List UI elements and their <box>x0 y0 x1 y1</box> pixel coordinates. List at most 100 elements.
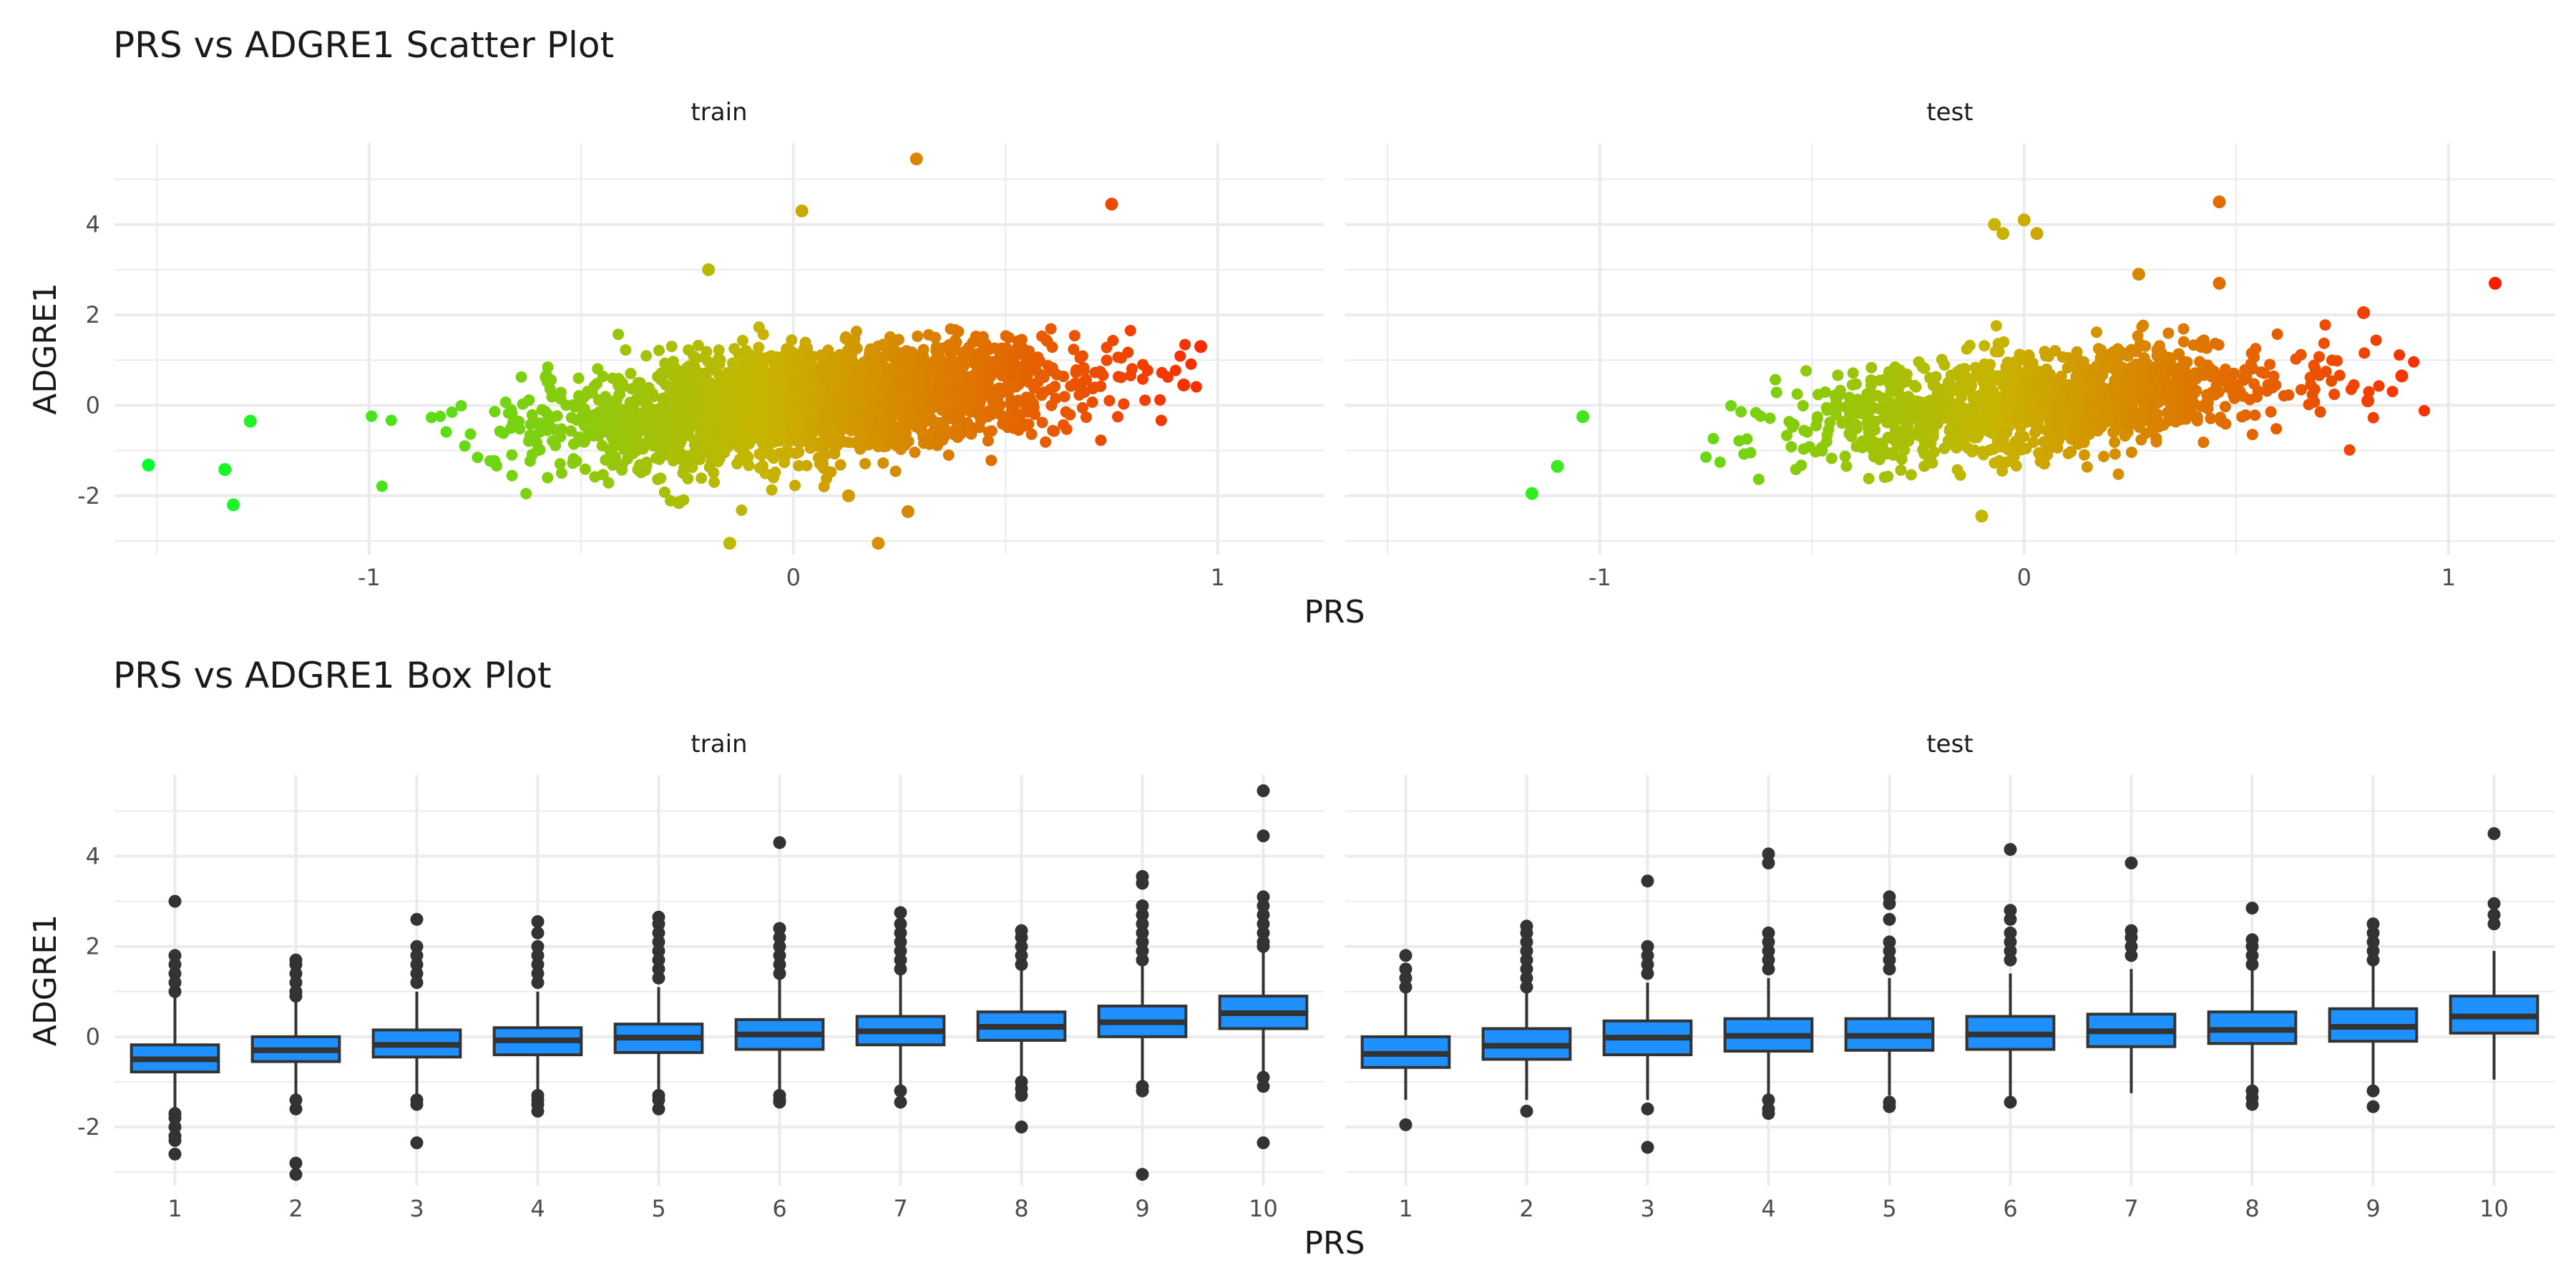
scatter-point <box>1105 197 1118 211</box>
scatter-point <box>1878 471 1890 483</box>
scatter-point <box>623 412 635 424</box>
scatter-point <box>2219 401 2231 413</box>
scatter-point <box>506 449 518 461</box>
scatter-point <box>683 393 696 405</box>
scatter-point <box>1976 446 1989 458</box>
scatter-point <box>820 405 832 417</box>
scatter-point <box>1156 366 1168 379</box>
scatter-point <box>2112 468 2124 480</box>
scatter-point <box>669 380 681 392</box>
scatter-point <box>834 459 847 471</box>
scatter-point <box>565 425 577 437</box>
scatter-point <box>611 394 623 406</box>
scatter-point <box>2197 436 2210 449</box>
scatter-point <box>2066 391 2078 403</box>
scatter-point <box>767 452 779 464</box>
scatter-point <box>1139 394 1151 406</box>
y-tick-label: 0 <box>86 1023 100 1050</box>
scatter-point <box>1956 382 1968 394</box>
scatter-point <box>981 368 993 380</box>
scatter-point <box>1020 396 1033 408</box>
scatter-point <box>1901 369 1913 381</box>
outlier-point <box>1015 957 1028 971</box>
scatter-point <box>1850 378 1862 390</box>
scatter-point <box>940 377 952 389</box>
scatter-point <box>814 437 826 449</box>
box-7 <box>2086 857 2177 1093</box>
scatter-point <box>1910 381 1922 393</box>
scatter-point <box>789 405 801 417</box>
scatter-point <box>2173 348 2185 360</box>
outlier-point <box>531 1104 545 1118</box>
scatter-point <box>912 330 924 342</box>
scatter-point <box>723 537 736 550</box>
scatter-point <box>975 348 987 361</box>
scatter-point <box>657 443 669 455</box>
outlier-point <box>1399 971 1413 985</box>
scatter-point <box>2057 429 2069 441</box>
y-axis-title: ADGRE1 <box>27 914 64 1046</box>
scatter-point <box>1865 374 1877 386</box>
scatter-point <box>1879 392 1891 404</box>
scatter-point <box>872 441 884 453</box>
scatter-point <box>712 455 724 467</box>
scatter-point <box>720 403 732 415</box>
scatter-point <box>2162 327 2175 339</box>
scatter-point <box>1087 383 1099 395</box>
scatter-point <box>680 450 692 462</box>
scatter-point <box>2343 444 2356 456</box>
scatter-point <box>2078 436 2090 449</box>
scatter-point <box>2318 337 2330 349</box>
scatter-point <box>2096 415 2108 427</box>
outlier-point <box>410 940 424 953</box>
scatter-point <box>1023 418 1035 430</box>
scatter-point <box>494 425 506 437</box>
scatter-point <box>1752 473 1765 485</box>
scatter-point <box>2109 436 2121 448</box>
scatter-point <box>2138 352 2150 364</box>
scatter-point <box>2488 276 2502 290</box>
scatter-point <box>2023 349 2035 361</box>
outlier-point <box>1762 962 1775 976</box>
outlier-point <box>773 922 786 935</box>
outlier-point <box>2487 827 2501 840</box>
scatter-point <box>1044 384 1056 396</box>
scatter-point <box>2271 328 2283 341</box>
scatter-point <box>682 372 694 384</box>
scatter-point <box>693 381 705 393</box>
scatter-point <box>650 452 663 464</box>
scatter-point <box>1122 346 1134 358</box>
scatter-point <box>774 370 786 382</box>
x-tick-label: 1 <box>2441 564 2456 591</box>
scatter-point <box>1700 451 1712 463</box>
x-tick-label: 9 <box>2366 1195 2380 1222</box>
scatter-point <box>694 453 706 465</box>
scatter-point <box>821 472 833 484</box>
scatter-point <box>1865 361 1878 374</box>
outlier-point <box>2366 1100 2380 1113</box>
scatter-point <box>1078 362 1090 374</box>
scatter-point <box>1996 227 2010 240</box>
outlier-point <box>2004 843 2017 857</box>
scatter-point <box>2129 346 2142 358</box>
scatter-point <box>2367 411 2379 424</box>
scatter-point <box>589 471 601 483</box>
scatter-point <box>2051 398 2063 410</box>
scatter-point <box>784 364 796 376</box>
scatter-point <box>740 350 752 362</box>
scatter-point <box>1895 464 1907 477</box>
scatter-point <box>975 414 987 426</box>
x-tick-label: 5 <box>1882 1195 1896 1222</box>
x-tick-label: 3 <box>1640 1195 1654 1222</box>
scatter-point <box>2045 429 2057 441</box>
scatter-point <box>1928 446 1940 458</box>
scatter-point <box>2001 426 2013 439</box>
scatter-point <box>2016 444 2028 456</box>
scatter-point <box>2174 362 2186 374</box>
scatter-point <box>774 435 786 447</box>
scatter-point <box>2000 456 2012 468</box>
outlier-point <box>2245 1098 2259 1111</box>
facet-label: test <box>1926 98 1973 127</box>
scatter-point <box>768 406 780 418</box>
outlier-point <box>2487 908 2501 922</box>
